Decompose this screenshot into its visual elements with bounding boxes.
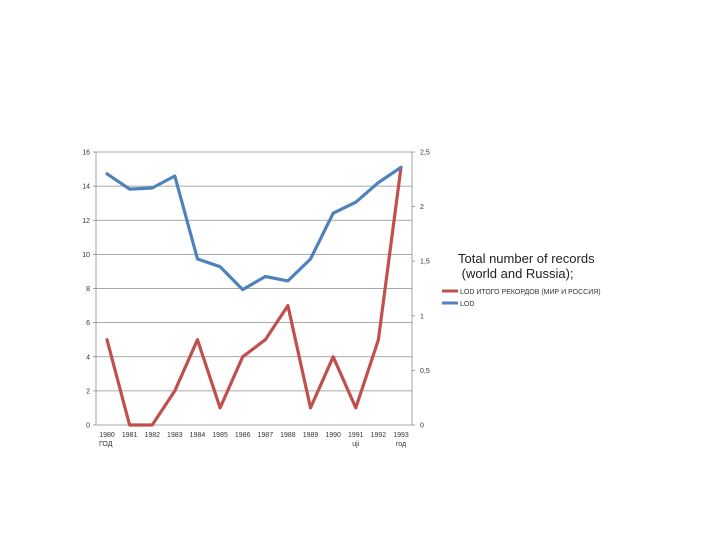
legend-label-lod: LOD — [460, 301, 474, 308]
y-left-tick-label: 6 — [86, 320, 90, 327]
tick-labels: 0 2 4 6 8 10 12 14 16 0 0,5 1 1,5 2 2,5 1980 ГОД 1981 1982… — [82, 150, 430, 449]
legend-label-records: LOD ИТОГО РЕКОРДОВ (МИР И РОССИЯ) — [460, 289, 601, 296]
x-tick-label: 1991 — [348, 432, 364, 439]
y-right-tick-label: 2 — [420, 204, 424, 211]
x-tick-label: 1987 — [258, 432, 274, 439]
x-tick-label: 1993 — [393, 432, 409, 439]
x-tick-label: 1982 — [144, 432, 160, 439]
x-tick-label: 1983 — [167, 432, 183, 439]
x-tick-sublabel: uji — [352, 441, 359, 448]
x-tick-label: 1981 — [122, 432, 138, 439]
y-right-tick-label: 1,5 — [420, 259, 430, 266]
legend-title-line1: Total number of records — [458, 251, 595, 266]
x-tick-label: 1980 — [99, 432, 115, 439]
y-right-tick-label: 0,5 — [420, 368, 430, 375]
x-tick-label: 1988 — [280, 432, 296, 439]
y-left-tick-label: 14 — [82, 184, 90, 191]
series-line-lod — [105, 165, 403, 292]
y-left-tick-label: 4 — [86, 354, 90, 361]
legend: Total number of records (world and Russi… — [442, 251, 601, 308]
series-lines — [105, 165, 403, 427]
x-tick-label: 1986 — [235, 432, 251, 439]
x-tick-label: 1984 — [190, 432, 206, 439]
x-tick-label: 1990 — [325, 432, 341, 439]
y-left-tick-label: 12 — [82, 218, 90, 225]
series-line-records — [105, 165, 403, 427]
legend-title-line2: (world and Russia); — [458, 266, 574, 281]
x-tick-label: 1985 — [212, 432, 228, 439]
x-tick-label: 1989 — [303, 432, 319, 439]
y-right-tick-label: 2,5 — [420, 150, 430, 157]
gridlines — [96, 151, 412, 426]
y-left-tick-label: 8 — [86, 286, 90, 293]
y-right-tick-label: 0 — [420, 423, 424, 430]
y-left-tick-label: 10 — [82, 252, 90, 259]
y-left-tick-label: 0 — [86, 423, 90, 430]
x-tick-sublabel: ГОД — [99, 441, 113, 448]
y-left-tick-label: 16 — [82, 150, 90, 157]
y-left-tick-label: 2 — [86, 388, 90, 395]
axes — [93, 151, 415, 426]
x-tick-sublabel: год — [396, 441, 406, 448]
y-right-tick-label: 1 — [420, 313, 424, 320]
x-tick-label: 1992 — [371, 432, 387, 439]
